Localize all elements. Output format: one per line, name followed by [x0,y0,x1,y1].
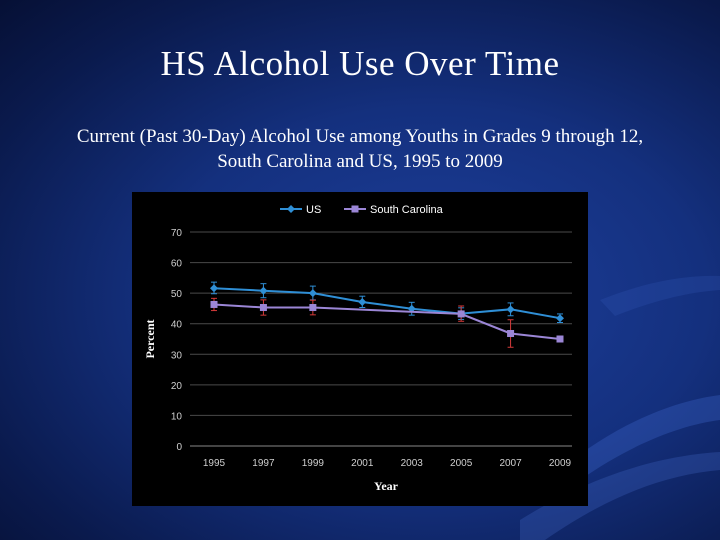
y-tick-label: 20 [171,381,183,392]
slide-subtitle: Current (Past 30-Day) Alcohol Use among … [30,124,690,174]
sc-data-point [210,300,218,308]
sc-data-point [309,304,317,312]
y-tick-label: 10 [171,411,183,422]
y-axis-label: Percent [143,319,157,358]
line-chart: 0 10 20 30 40 50 60 70 1995 1997 1999 2001 2003 2005 2… [143,204,572,493]
us-data-point [506,305,515,314]
y-tick-label: 70 [171,228,183,239]
x-tick-label: 2005 [450,458,473,469]
legend-sc-label: South Carolina [370,204,444,216]
x-tick-label: 1995 [203,458,226,469]
us-data-point [210,284,218,293]
sc-data-point [507,329,515,337]
sc-data-point [457,310,465,318]
subtitle-line-1: Current (Past 30-Day) Alcohol Use among … [76,126,644,147]
subtitle-line-2: South Carolina and US, 1995 to 2009 [217,151,503,172]
y-tick-label: 50 [171,289,183,300]
sc-data-point [556,335,564,343]
legend-us-marker [287,205,295,213]
us-data-point [308,289,317,298]
sc-series-line [213,303,561,340]
us-data-point [259,286,268,295]
x-tick-label: 2003 [401,458,424,469]
x-tick-label: 2001 [351,458,374,469]
us-data-point [358,298,367,307]
y-tick-label: 40 [171,320,183,331]
slide-title: HS Alcohol Use Over Time [160,44,560,83]
y-tick-label: 30 [171,350,183,361]
legend-sc-marker [351,205,359,213]
y-tick-label: 60 [171,259,183,270]
x-tick-label: 1999 [302,458,325,469]
x-tick-label: 2009 [549,458,572,469]
x-tick-label: 2007 [499,458,522,469]
x-tick-label: 1997 [252,458,275,469]
us-data-point [556,314,564,323]
chart-panel: 0 10 20 30 40 50 60 70 1995 1997 1999 2001 2003 2005 2… [132,192,588,506]
us-series-line [213,287,561,320]
y-tick-label: 0 [176,442,182,453]
x-axis-label: Year [374,479,399,493]
sc-data-point [259,304,267,312]
legend-us-label: US [306,204,321,216]
